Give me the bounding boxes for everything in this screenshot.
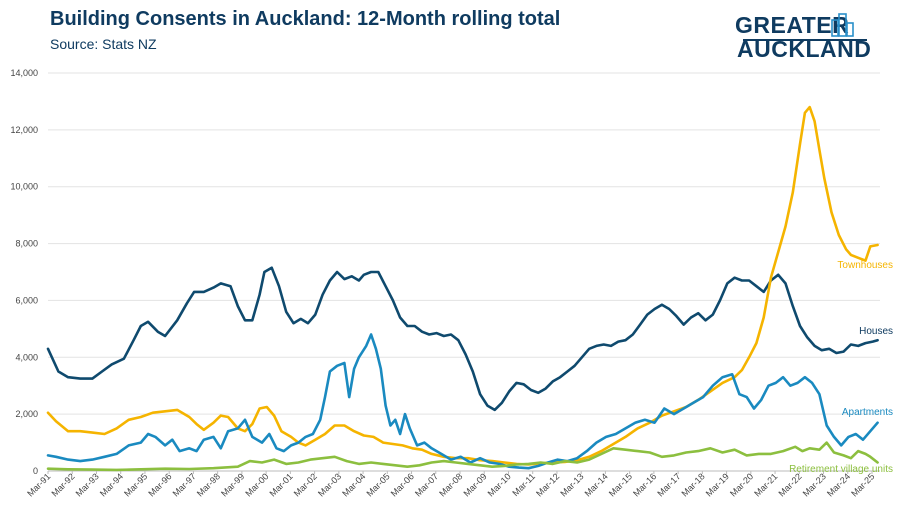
logo-line-2: AUCKLAND xyxy=(737,36,872,62)
x-tick-label: Mar-19 xyxy=(704,471,731,498)
series-line-apartments[interactable] xyxy=(46,333,879,470)
x-tick-label: Mar-97 xyxy=(171,471,198,498)
x-tick-label: Mar-01 xyxy=(268,471,295,498)
x-tick-label: Mar-96 xyxy=(146,471,173,498)
series-label-retirement-village-units: Retirement village units xyxy=(789,464,893,475)
chart-series xyxy=(46,105,879,472)
x-axis: Mar-91Mar-92Mar-93Mar-94Mar-95Mar-96Mar-… xyxy=(25,470,880,499)
x-tick-label: Mar-17 xyxy=(655,471,682,498)
y-tick-label: 6,000 xyxy=(15,295,38,305)
y-axis: 0 2,000 4,000 6,000 8,000 10,000 12,000 14,000 xyxy=(10,68,38,476)
chart-subtitle: Source: Stats NZ xyxy=(50,36,157,52)
x-tick-label: Mar-98 xyxy=(195,471,222,498)
x-tick-label: Mar-02 xyxy=(292,471,319,498)
series-line-retirement-village-units[interactable] xyxy=(46,441,879,472)
x-tick-label: Mar-25 xyxy=(849,471,876,498)
x-tick-label: Mar-91 xyxy=(25,471,52,498)
x-tick-label: Mar-00 xyxy=(243,471,270,498)
x-tick-label: Mar-10 xyxy=(486,471,513,498)
x-tick-label: Mar-05 xyxy=(364,471,391,498)
series-line-houses[interactable] xyxy=(46,266,879,412)
x-tick-label: Mar-93 xyxy=(74,471,101,498)
x-tick-label: Mar-94 xyxy=(98,471,125,498)
chart-title: Building Consents in Auckland: 12-Month … xyxy=(50,8,561,30)
series-label-houses: Houses xyxy=(859,326,893,337)
x-tick-label: Mar-99 xyxy=(219,471,246,498)
x-tick-label: Mar-95 xyxy=(122,471,149,498)
y-tick-label: 12,000 xyxy=(10,125,38,135)
x-tick-label: Mar-07 xyxy=(413,471,440,498)
x-tick-label: Mar-20 xyxy=(728,471,755,498)
x-tick-label: Mar-04 xyxy=(340,471,367,498)
x-tick-label: Mar-16 xyxy=(631,471,658,498)
x-tick-label: Mar-14 xyxy=(583,471,610,498)
y-tick-label: 14,000 xyxy=(10,68,38,78)
x-tick-label: Mar-15 xyxy=(607,471,634,498)
greater-auckland-logo[interactable]: GREATER AUCKLAND xyxy=(735,12,880,62)
x-tick-label: Mar-09 xyxy=(461,471,488,498)
series-label-townhouses: Townhouses xyxy=(837,260,893,271)
x-tick-label: Mar-92 xyxy=(49,471,76,498)
y-tick-label: 0 xyxy=(33,466,38,476)
x-tick-label: Mar-21 xyxy=(752,471,779,498)
x-tick-label: Mar-11 xyxy=(510,471,537,498)
x-tick-label: Mar-23 xyxy=(801,471,828,498)
x-tick-label: Mar-18 xyxy=(680,471,707,498)
x-tick-label: Mar-08 xyxy=(437,471,464,498)
series-line-townhouses[interactable] xyxy=(46,105,879,466)
city-skyline-icon xyxy=(831,13,854,37)
y-tick-label: 2,000 xyxy=(15,409,38,419)
y-tick-label: 4,000 xyxy=(15,352,38,362)
series-label-apartments: Apartments xyxy=(842,407,893,418)
x-tick-label: Mar-06 xyxy=(389,471,416,498)
logo-line-1: GREATER xyxy=(735,12,850,38)
logo-underline xyxy=(743,39,867,41)
x-tick-label: Mar-13 xyxy=(558,471,585,498)
x-tick-label: Mar-24 xyxy=(825,471,852,498)
x-tick-label: Mar-12 xyxy=(534,471,561,498)
x-tick-label: Mar-03 xyxy=(316,471,343,498)
y-tick-label: 10,000 xyxy=(10,182,38,192)
y-tick-label: 8,000 xyxy=(15,239,38,249)
series-labels: Houses Townhouses Apartments Retirement vil… xyxy=(789,260,893,475)
x-tick-label: Mar-22 xyxy=(776,471,803,498)
